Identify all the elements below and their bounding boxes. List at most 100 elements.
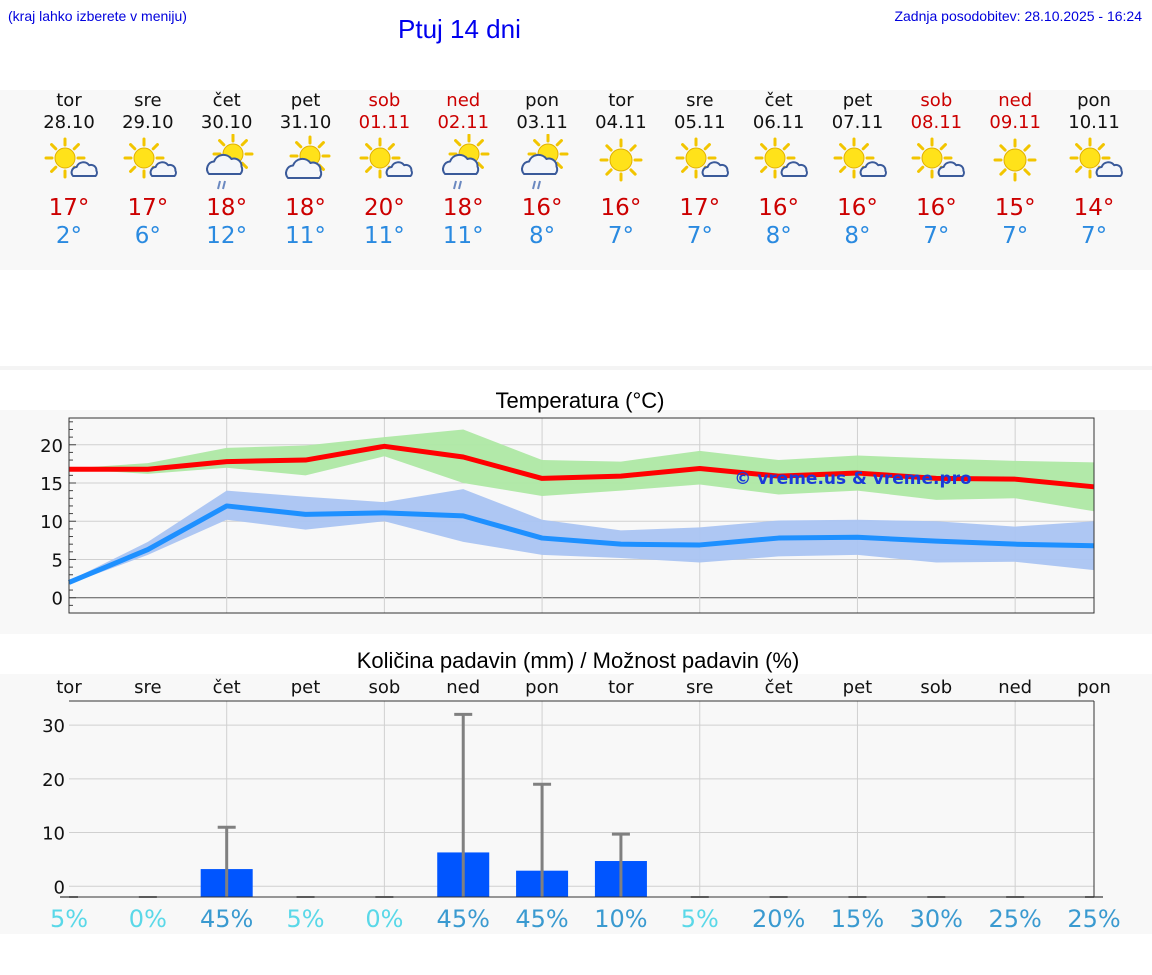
day-column: pon 10.11 14° 7° bbox=[1054, 90, 1134, 250]
temp-max: 17° bbox=[127, 195, 169, 221]
day-name: pon bbox=[525, 90, 560, 111]
cloud-shape bbox=[780, 161, 808, 177]
sun-ray bbox=[680, 143, 689, 151]
sun-shape bbox=[993, 138, 1037, 182]
precip-probability: 5% bbox=[681, 905, 719, 933]
rain-drop bbox=[221, 180, 226, 190]
watermark: © vreme.us & vreme.pro bbox=[734, 469, 971, 489]
sun-cloud-icon bbox=[675, 137, 729, 179]
x-tick-label: čet bbox=[765, 677, 793, 698]
precip-probability: 45% bbox=[437, 905, 490, 933]
sun-ray bbox=[838, 165, 846, 173]
weather-icon bbox=[266, 134, 346, 194]
sun-ray bbox=[605, 168, 613, 176]
divider bbox=[0, 366, 1152, 370]
cloud-shape bbox=[386, 161, 414, 177]
x-tick-label: pet bbox=[843, 677, 873, 698]
y-tick-label: 0 bbox=[52, 589, 63, 610]
temp-max: 16° bbox=[600, 195, 642, 221]
temp-max: 16° bbox=[521, 195, 563, 221]
sun-ray bbox=[533, 139, 541, 147]
y-tick-label: 15 bbox=[40, 474, 63, 495]
x-tick-label: sob bbox=[368, 677, 400, 698]
day-date: 02.11 bbox=[437, 112, 490, 133]
cloud-shape bbox=[205, 153, 243, 175]
cloud-shape bbox=[859, 161, 887, 177]
precip-probability: 10% bbox=[594, 905, 647, 933]
day-column: pon 03.11 16° 8° bbox=[502, 90, 582, 250]
plot-area bbox=[69, 701, 1094, 897]
day-column: sre 29.10 17° 6° bbox=[108, 90, 188, 250]
x-tick-label: sre bbox=[686, 677, 713, 698]
last-update: Zadnja posodobitev: 28.10.2025 - 16:24 bbox=[894, 8, 1142, 24]
sun-ray bbox=[240, 139, 248, 147]
sun-big-cloud-icon bbox=[284, 135, 331, 179]
day-name: pet bbox=[842, 90, 873, 111]
temp-min: 7° bbox=[1080, 223, 1108, 249]
cloud-shape bbox=[1095, 161, 1123, 177]
day-date: 05.11 bbox=[674, 112, 726, 133]
temp-min: 7° bbox=[686, 223, 713, 249]
temp-max: 17° bbox=[679, 195, 721, 221]
cloud-shape bbox=[937, 161, 966, 177]
day-date: 29.10 bbox=[122, 112, 174, 133]
day-date: 28.10 bbox=[43, 112, 95, 133]
sun-ray bbox=[294, 141, 302, 149]
precip-probability: 15% bbox=[831, 905, 884, 933]
day-date: 03.11 bbox=[516, 112, 568, 133]
precip-probability: 25% bbox=[988, 905, 1041, 933]
sun-ray bbox=[555, 161, 564, 169]
sun-ray bbox=[388, 143, 396, 151]
temp-min: 11° bbox=[285, 223, 326, 249]
daily-forecast-band bbox=[0, 90, 1152, 270]
weather-icon bbox=[108, 134, 188, 194]
sun-ray bbox=[240, 161, 248, 169]
day-name: čet bbox=[212, 90, 241, 111]
temp-min: 8° bbox=[529, 223, 556, 249]
day-name: sob bbox=[920, 90, 953, 111]
sun-icon bbox=[993, 138, 1037, 182]
sun-ray bbox=[759, 143, 767, 151]
day-name: ned bbox=[446, 90, 481, 111]
temp-max: 16° bbox=[915, 195, 957, 221]
temp-max: 18° bbox=[442, 195, 484, 221]
x-tick-label: tor bbox=[56, 677, 82, 698]
sun-ray bbox=[50, 143, 58, 151]
weather-icon bbox=[1054, 134, 1134, 194]
temp-max: 16° bbox=[837, 195, 878, 221]
sun-ray bbox=[917, 165, 925, 173]
temp-max: 14° bbox=[1073, 195, 1115, 221]
weather-icon bbox=[896, 134, 976, 194]
sun-disc bbox=[133, 147, 155, 169]
sun-cloud-rain-icon bbox=[205, 133, 254, 190]
precip-probability: 45% bbox=[200, 905, 253, 933]
x-tick-label: sob bbox=[920, 677, 952, 698]
weather-icon bbox=[344, 134, 424, 194]
sun-ray bbox=[128, 165, 137, 173]
day-column: tor 04.11 16° 7° bbox=[581, 90, 661, 250]
cloud-shape bbox=[284, 157, 322, 179]
day-column: pet 31.10 18° 11° bbox=[266, 90, 346, 250]
weather-icon bbox=[581, 134, 661, 194]
max-temp-line bbox=[69, 443, 1095, 490]
day-name: sre bbox=[686, 90, 714, 111]
sun-ray bbox=[555, 139, 564, 147]
sun-disc bbox=[685, 147, 707, 169]
rain-drop bbox=[453, 180, 458, 190]
day-name: sob bbox=[368, 90, 401, 111]
sun-ray bbox=[128, 143, 137, 151]
day-date: 09.11 bbox=[989, 112, 1041, 133]
temp-min: 6° bbox=[134, 223, 161, 249]
weather-icon bbox=[818, 134, 898, 194]
max-temp-range bbox=[69, 429, 1094, 512]
sun-disc bbox=[54, 147, 76, 169]
cloud-shape bbox=[442, 153, 480, 175]
sun-ray bbox=[999, 168, 1007, 176]
weather-icon bbox=[502, 133, 582, 194]
weather-icon bbox=[660, 134, 740, 194]
sun-ray bbox=[72, 143, 80, 151]
day-name: ned bbox=[998, 90, 1033, 111]
day-column: ned 02.11 18° 11° bbox=[423, 90, 503, 250]
